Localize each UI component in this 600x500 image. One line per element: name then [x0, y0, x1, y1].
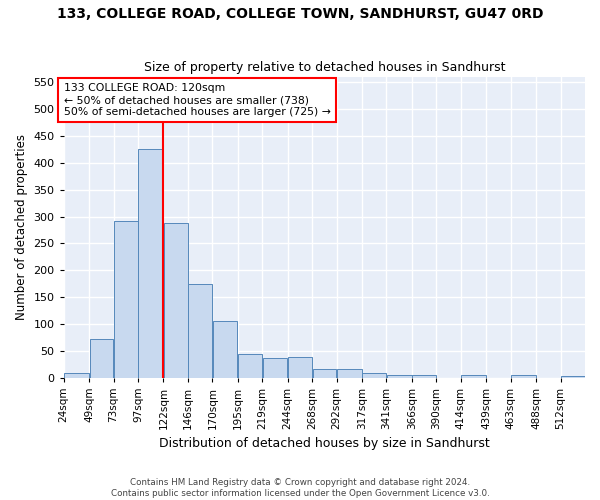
Y-axis label: Number of detached properties: Number of detached properties [15, 134, 28, 320]
Bar [313, 370, 336, 378]
Bar [337, 370, 362, 378]
Bar [114, 221, 137, 378]
Bar [188, 284, 212, 378]
Bar [511, 376, 536, 378]
X-axis label: Distribution of detached houses by size in Sandhurst: Distribution of detached houses by size … [159, 437, 490, 450]
Bar [362, 373, 386, 378]
Title: Size of property relative to detached houses in Sandhurst: Size of property relative to detached ho… [143, 62, 505, 74]
Bar [64, 373, 89, 378]
Bar [139, 150, 163, 378]
Bar [238, 354, 262, 378]
Bar [387, 375, 412, 378]
Bar [263, 358, 287, 378]
Text: 133, COLLEGE ROAD, COLLEGE TOWN, SANDHURST, GU47 0RD: 133, COLLEGE ROAD, COLLEGE TOWN, SANDHUR… [57, 8, 543, 22]
Text: Contains HM Land Registry data © Crown copyright and database right 2024.
Contai: Contains HM Land Registry data © Crown c… [110, 478, 490, 498]
Bar [561, 376, 584, 378]
Bar [288, 357, 312, 378]
Bar [213, 321, 238, 378]
Text: 133 COLLEGE ROAD: 120sqm
← 50% of detached houses are smaller (738)
50% of semi-: 133 COLLEGE ROAD: 120sqm ← 50% of detach… [64, 84, 331, 116]
Bar [461, 376, 486, 378]
Bar [89, 340, 113, 378]
Bar [412, 376, 436, 378]
Bar [164, 223, 188, 378]
